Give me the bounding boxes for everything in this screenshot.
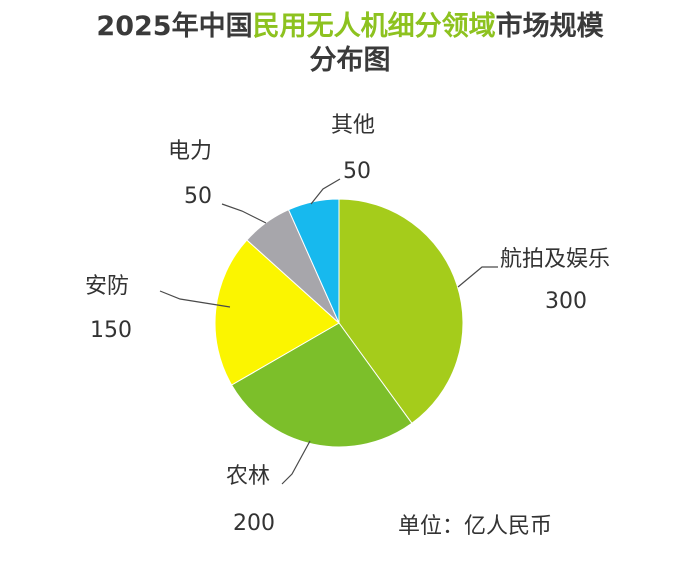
title-part2: 市场规模 [495, 11, 604, 42]
title-part1: 2025年中国 [96, 11, 253, 42]
unit-label: 单位：亿人民币 [398, 514, 553, 539]
leader-line [310, 178, 341, 205]
slice-value-label: 50 [184, 184, 212, 209]
leader-line [159, 290, 231, 308]
slice-label: 农林 [226, 464, 270, 489]
title-highlight: 民用无人机细分领域 [252, 11, 496, 42]
slice-label: 其他 [331, 113, 375, 138]
slice-value-label: 50 [343, 159, 371, 184]
leader-line [221, 203, 267, 224]
pie-slice [214, 239, 340, 386]
chart-title-line1: 2025年中国民用无人机细分领域市场规模 [0, 10, 700, 44]
slice-label: 电力 [168, 139, 212, 164]
slice-value-label: 300 [545, 289, 587, 314]
slice-labels: 航拍及娱乐 300 农林 200 安防 150 电力 50 其他 50 [85, 113, 610, 536]
leader-lines [159, 178, 498, 485]
chart-title: 2025年中国民用无人机细分领域市场规模 分布图 [0, 10, 700, 78]
slice-value-label: 150 [90, 318, 132, 343]
slice-label: 安防 [85, 274, 129, 299]
slice-value-label: 200 [233, 511, 275, 536]
leader-line [281, 440, 311, 485]
pie-slices [214, 198, 464, 448]
pie-slice [230, 322, 413, 448]
chart-title-line2: 分布图 [309, 45, 391, 76]
leader-line [457, 266, 498, 288]
pie-slice [338, 198, 464, 425]
slice-label: 航拍及娱乐 [500, 247, 610, 272]
